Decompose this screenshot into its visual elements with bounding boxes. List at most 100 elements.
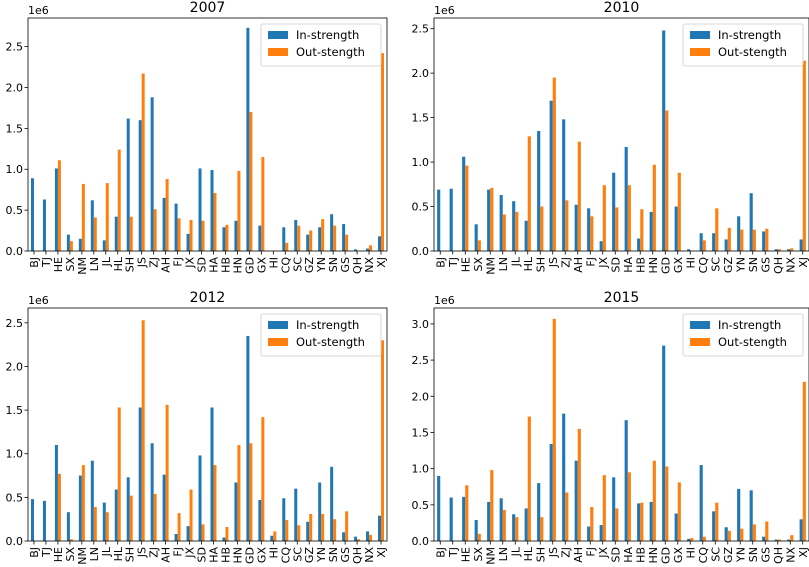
axes-frame bbox=[433, 307, 809, 542]
bar-out-HN bbox=[237, 170, 241, 251]
x-tick-label: GD bbox=[659, 257, 672, 274]
bar-out-LN bbox=[502, 214, 506, 251]
x-tick-label: HN bbox=[647, 257, 660, 274]
x-tick-label: HI bbox=[267, 257, 280, 269]
bar-out-SX bbox=[69, 241, 73, 251]
x-tick-label: BJ bbox=[434, 257, 447, 268]
bar-in-HE bbox=[54, 168, 58, 251]
x-tick-label: QH bbox=[351, 547, 364, 564]
bar-out-SH bbox=[129, 495, 133, 541]
bar-in-CQ bbox=[699, 233, 703, 251]
bar-in-SC bbox=[712, 511, 716, 541]
bar-in-GZ bbox=[306, 234, 310, 251]
bar-in-HB bbox=[637, 503, 641, 541]
bar-out-HE bbox=[57, 160, 61, 251]
x-tick-label: SN bbox=[327, 257, 340, 272]
bar-in-SD bbox=[198, 455, 202, 541]
x-tick-label: NX bbox=[784, 257, 797, 273]
x-tick-label: JS bbox=[136, 257, 149, 268]
bar-in-BJ bbox=[437, 475, 441, 541]
x-tick-label: SH bbox=[124, 257, 137, 272]
bar-out-HN bbox=[237, 445, 241, 541]
bar-out-GD bbox=[249, 443, 253, 541]
chart-panel-2007: 20071e60.00.51.01.52.02.5BJTJHESXNMLNJLH… bbox=[6, 0, 389, 275]
bar-out-YN bbox=[740, 229, 744, 251]
bar-out-NM bbox=[81, 183, 85, 251]
bar-in-AH bbox=[162, 474, 166, 541]
bar-out-FJ bbox=[590, 506, 594, 541]
x-tick-label: ZJ bbox=[559, 257, 572, 268]
x-tick-label: LN bbox=[497, 547, 510, 561]
bar-in-XJ bbox=[378, 515, 382, 541]
bar-in-GD bbox=[246, 335, 250, 541]
x-tick-label: SH bbox=[534, 257, 547, 272]
legend-box bbox=[260, 23, 382, 67]
bar-in-SH bbox=[537, 483, 541, 541]
x-tick-label: QH bbox=[351, 257, 364, 274]
bar-in-AH bbox=[162, 197, 166, 251]
x-tick-label: HB bbox=[634, 257, 647, 273]
bar-out-NX bbox=[369, 534, 373, 541]
bar-in-SC bbox=[294, 488, 298, 541]
bar-out-GS bbox=[345, 511, 349, 541]
x-tick-label: TJ bbox=[447, 257, 460, 268]
y-tick-label: 1.0 bbox=[412, 156, 430, 169]
bar-in-GZ bbox=[724, 239, 728, 251]
bar-out-JX bbox=[189, 219, 193, 251]
x-tick-label: SC bbox=[291, 547, 304, 562]
scale-label: 1e6 bbox=[28, 4, 49, 17]
bar-in-JS bbox=[549, 444, 553, 541]
bar-out-JX bbox=[189, 489, 193, 541]
x-tick-label: HA bbox=[207, 547, 220, 563]
bar-in-JS bbox=[549, 100, 553, 251]
bar-out-JS bbox=[141, 320, 145, 541]
x-tick-label: HE bbox=[459, 257, 472, 272]
bar-in-NX bbox=[366, 248, 370, 251]
x-tick-label: NM bbox=[484, 547, 497, 565]
legend-label: In-strength bbox=[296, 28, 359, 42]
bar-in-GZ bbox=[724, 527, 728, 541]
bar-in-JS bbox=[138, 407, 142, 541]
axes-frame bbox=[27, 307, 388, 542]
bar-out-AH bbox=[577, 141, 581, 251]
bar-in-HA bbox=[624, 420, 628, 541]
x-tick-label: GZ bbox=[722, 547, 735, 564]
x-tick-label: XJ bbox=[375, 257, 388, 268]
bar-out-ZJ bbox=[153, 209, 157, 251]
bar-in-HL bbox=[524, 508, 528, 541]
bar-in-ZJ bbox=[150, 443, 154, 541]
x-tick-label: BJ bbox=[28, 547, 41, 558]
bar-in-XJ bbox=[378, 236, 382, 251]
bar-in-HE bbox=[462, 156, 466, 251]
x-tick-label: BJ bbox=[434, 547, 447, 558]
x-tick-label: SX bbox=[472, 257, 485, 272]
bar-out-HL bbox=[117, 149, 121, 251]
bar-out-SN bbox=[752, 229, 756, 251]
bar-out-HL bbox=[527, 416, 531, 541]
y-tick-label: 1.0 bbox=[6, 163, 24, 176]
bar-in-LN bbox=[499, 194, 503, 251]
x-tick-label: XJ bbox=[375, 547, 388, 558]
bar-out-SN bbox=[333, 519, 337, 541]
x-tick-label: HI bbox=[684, 257, 697, 269]
y-tick-label: 2.0 bbox=[6, 81, 24, 94]
axes-frame bbox=[27, 17, 388, 252]
x-tick-label: SD bbox=[196, 257, 209, 272]
x-tick-label: XJ bbox=[797, 547, 809, 558]
bar-out-NX bbox=[790, 535, 794, 541]
bar-out-JS bbox=[552, 77, 556, 251]
x-tick-label: SN bbox=[747, 257, 760, 272]
y-tick-label: 2.5 bbox=[6, 41, 24, 54]
x-tick-label: GX bbox=[255, 547, 268, 564]
x-tick-label: YN bbox=[315, 547, 328, 563]
legend-swatch bbox=[268, 48, 288, 56]
x-tick-label: GX bbox=[255, 257, 268, 274]
bar-in-YN bbox=[737, 488, 741, 541]
x-tick-label: YN bbox=[315, 257, 328, 273]
x-tick-label: SX bbox=[64, 257, 77, 272]
x-tick-label: GX bbox=[672, 257, 685, 274]
bar-in-NM bbox=[487, 189, 491, 251]
bar-out-SC bbox=[715, 502, 719, 541]
bar-in-BJ bbox=[30, 499, 34, 541]
